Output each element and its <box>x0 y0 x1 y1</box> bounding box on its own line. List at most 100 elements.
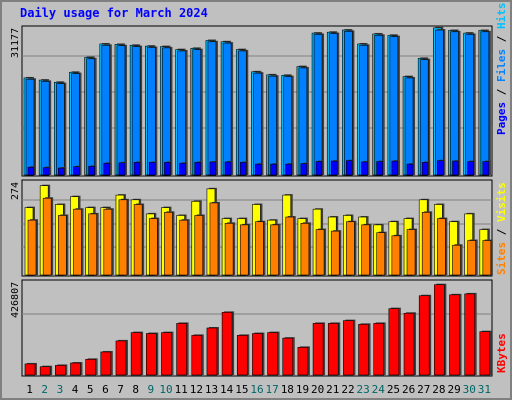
bar-files-day-10 <box>162 47 171 176</box>
bar-sites-day-7 <box>118 199 128 276</box>
bar-files-day-29 <box>450 31 459 176</box>
day-label-23: 23 <box>357 383 370 396</box>
bar-kbytes-day-30 <box>464 293 475 376</box>
bar-kbytes-day-9 <box>145 333 157 376</box>
bar-kbytes-day-5 <box>85 359 96 376</box>
bar-pages-day-20 <box>315 161 323 176</box>
bar-files-day-13 <box>207 41 217 176</box>
day-label-30: 30 <box>463 383 476 396</box>
day-label-26: 26 <box>402 383 415 396</box>
bar-files-day-20 <box>313 34 323 176</box>
bar-files-day-17 <box>268 75 277 176</box>
day-label-6: 6 <box>102 383 109 396</box>
bar-pages-day-23 <box>361 161 368 176</box>
bar-pages-day-3 <box>58 167 65 176</box>
bar-pages-day-7 <box>118 162 126 176</box>
bar-kbytes-day-14 <box>221 312 233 376</box>
bar-files-day-26 <box>404 77 414 176</box>
bar-kbytes-day-10 <box>161 332 172 376</box>
day-label-4: 4 <box>72 383 79 396</box>
bar-kbytes-day-21 <box>327 323 339 376</box>
bar-kbytes-day-17 <box>267 332 278 376</box>
day-label-25: 25 <box>387 383 400 396</box>
bar-pages-day-18 <box>285 163 293 176</box>
bar-sites-day-27 <box>421 212 431 276</box>
bar-pages-day-29 <box>452 160 459 176</box>
bar-files-day-21 <box>328 33 338 176</box>
ymax-label-bottom: 426807 <box>10 282 21 318</box>
bar-sites-day-18 <box>285 216 295 276</box>
bar-sites-day-19 <box>300 223 310 276</box>
day-label-29: 29 <box>447 383 460 396</box>
bar-pages-day-30 <box>467 161 474 176</box>
bar-sites-day-4 <box>73 208 82 276</box>
panel-top <box>21 25 493 177</box>
day-label-27: 27 <box>417 383 430 396</box>
ymax-label-top: 31177 <box>10 28 21 58</box>
legend-kbytes: KBytes <box>495 333 508 373</box>
legend-pages: Pages <box>495 102 508 135</box>
bar-sites-day-3 <box>58 215 67 276</box>
bar-kbytes-day-24 <box>373 323 385 376</box>
bar-pages-day-24 <box>376 161 384 176</box>
bar-sites-day-6 <box>103 208 113 276</box>
bar-pages-day-11 <box>179 162 186 176</box>
bars-bottom <box>24 283 492 376</box>
day-label-3: 3 <box>57 383 64 396</box>
bar-pages-day-8 <box>133 162 141 176</box>
day-label-13: 13 <box>205 383 218 396</box>
bar-pages-day-4 <box>73 166 80 176</box>
bar-sites-day-21 <box>330 230 340 276</box>
bar-kbytes-day-31 <box>479 331 491 376</box>
bar-sites-day-8 <box>133 204 143 276</box>
legend-hits: Hits <box>495 3 508 30</box>
bar-sites-day-1 <box>27 219 37 276</box>
bar-files-day-31 <box>480 31 490 176</box>
bar-files-day-12 <box>192 49 202 176</box>
bar-kbytes-day-1 <box>24 363 36 376</box>
day-label-14: 14 <box>220 383 234 396</box>
chart-title: Daily usage for March 2024 <box>20 6 208 20</box>
bar-kbytes-day-2 <box>39 366 51 376</box>
bar-kbytes-day-13 <box>206 327 218 376</box>
day-label-24: 24 <box>372 383 386 396</box>
bar-sites-day-26 <box>406 229 416 276</box>
bar-files-day-24 <box>374 34 384 176</box>
bar-sites-day-14 <box>224 223 234 276</box>
day-label-20: 20 <box>311 383 324 396</box>
bar-files-day-18 <box>283 76 293 176</box>
bar-files-day-2 <box>40 81 50 176</box>
bar-pages-day-22 <box>346 160 353 176</box>
day-label-16: 16 <box>250 383 263 396</box>
day-label-2: 2 <box>41 383 48 396</box>
bar-pages-day-15 <box>239 162 247 176</box>
bar-pages-day-16 <box>255 163 262 176</box>
bar-files-day-6 <box>101 44 111 176</box>
bars-top <box>23 26 491 176</box>
bar-files-day-11 <box>177 50 186 176</box>
bar-files-day-3 <box>56 83 65 176</box>
bar-files-day-5 <box>86 58 95 176</box>
bar-sites-day-2 <box>42 197 52 276</box>
legend-visits: Visits <box>495 182 508 222</box>
bar-kbytes-day-27 <box>418 295 430 376</box>
day-label-1: 1 <box>26 383 33 396</box>
day-label-17: 17 <box>266 383 279 396</box>
bar-pages-day-14 <box>224 161 232 176</box>
legend-sites: Sites <box>495 242 508 275</box>
day-label-18: 18 <box>281 383 294 396</box>
bar-files-day-9 <box>146 47 156 176</box>
day-label-22: 22 <box>341 383 354 396</box>
bar-files-day-7 <box>116 45 126 176</box>
bar-sites-day-17 <box>270 224 279 276</box>
bar-sites-day-12 <box>194 215 204 276</box>
bar-kbytes-day-25 <box>388 308 400 376</box>
bar-kbytes-day-15 <box>236 335 248 376</box>
bar-files-day-22 <box>344 31 353 176</box>
day-labels: 1 2 3 4 5 6 7 8 9 10 11 12 13 14 15 16 17 18 19 20 21 22 23 24 2… <box>26 383 491 396</box>
bar-kbytes-day-28 <box>434 284 445 376</box>
bar-files-day-30 <box>465 34 474 176</box>
bar-pages-day-19 <box>300 163 308 176</box>
bar-sites-day-25 <box>391 235 401 276</box>
bar-kbytes-day-4 <box>70 362 81 376</box>
